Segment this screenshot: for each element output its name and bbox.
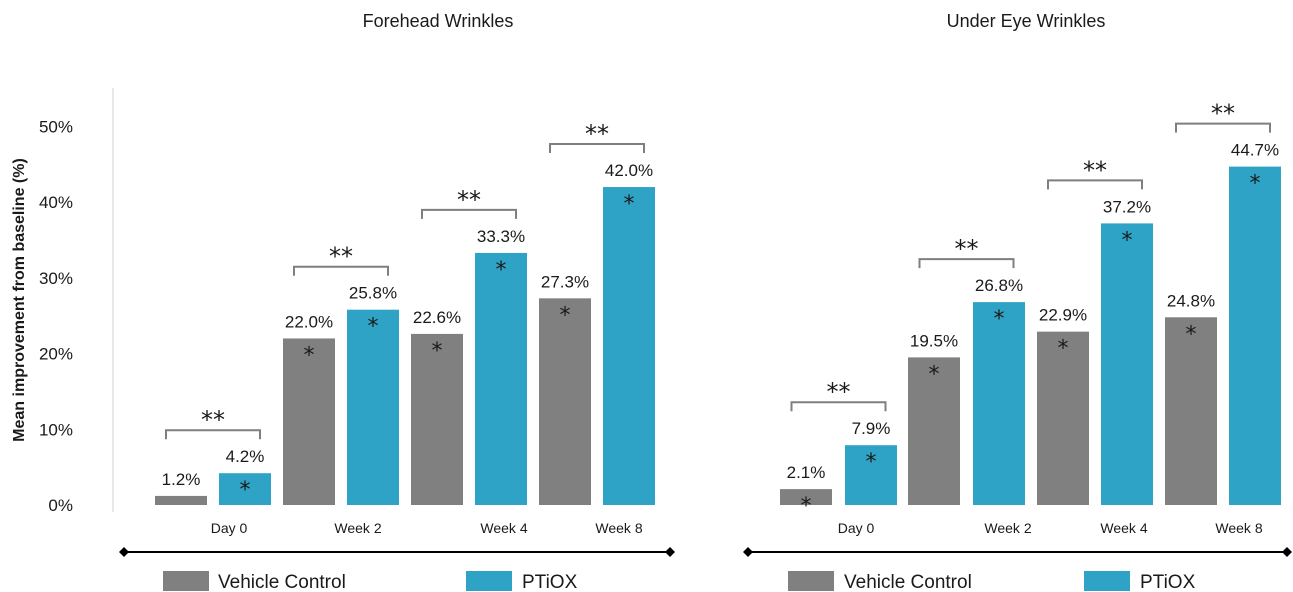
bar-vehicle [1165,317,1217,505]
data-label: 37.2% [1103,197,1151,216]
data-label: 2.1% [787,463,826,482]
bar-vehicle [780,489,832,505]
data-label: 19.5% [910,331,958,350]
data-label: 44.7% [1231,141,1279,160]
data-label: 25.8% [349,284,397,303]
legend-swatch-ptiox [466,571,512,591]
legend-label: Vehicle Control [844,572,972,592]
significance-star: * [801,494,812,519]
significance-marker: ** [955,235,979,263]
data-label: 26.8% [975,276,1023,295]
significance-bracket [790,401,887,412]
legend-label: PTiOX [522,572,578,592]
significance-star: * [994,307,1005,332]
bar-vehicle [155,495,207,505]
chart-title-1: Forehead Wrinkles [363,11,514,31]
significance-marker: ** [329,243,353,271]
significance-star: * [432,339,443,364]
axis-end-diamond [119,547,129,557]
x-category-label: Week 2 [334,520,381,536]
bar-vehicle [539,298,591,505]
significance-marker: ** [1083,156,1107,184]
data-label: 1.2% [162,470,201,489]
y-tick-label: 20% [39,345,73,364]
bar-vehicle [283,338,335,505]
data-label: 27.3% [541,272,589,291]
significance-star: * [496,258,507,283]
significance-bracket [1047,179,1143,190]
significance-star: * [624,192,635,217]
significance-bracket [918,258,1015,269]
data-label: 22.6% [413,308,461,327]
bar-ptiox [347,309,399,505]
significance-marker: ** [585,120,609,148]
bar-ptiox [1229,166,1281,505]
y-tick-label: 40% [39,193,73,212]
significance-star: * [1122,228,1133,253]
significance-star: * [240,478,251,503]
legend-swatch-vehicle [163,571,209,591]
data-label: 22.0% [285,312,333,331]
bar-vehicle [1037,331,1089,505]
legend-swatch-ptiox [1084,571,1130,591]
significance-bracket [293,265,389,276]
bar-vehicle [908,357,960,505]
data-label: 4.2% [226,447,265,466]
significance-star: * [560,303,571,328]
y-tick-label: 50% [39,118,73,137]
y-tick-label: 0% [48,496,73,515]
y-tick-label: 30% [39,269,73,288]
significance-star: * [1186,322,1197,347]
significance-marker: ** [201,406,225,434]
legend-swatch-vehicle [788,571,834,591]
axis-end-diamond [743,547,753,557]
significance-bracket [1175,122,1271,133]
x-category-label: Day 0 [211,520,248,536]
significance-bracket [421,208,517,219]
bar-ptiox [1101,223,1153,505]
chart-title-2: Under Eye Wrinkles [947,11,1106,31]
significance-marker: ** [827,378,851,406]
axis-end-diamond [665,547,675,557]
significance-star: * [1058,337,1069,362]
axis-end-diamond [1282,547,1292,557]
legend-label: Vehicle Control [218,572,346,592]
significance-star: * [1250,172,1261,197]
x-category-label: Day 0 [838,520,875,536]
y-tick-label: 10% [39,420,73,439]
bar-vehicle [411,333,463,505]
x-category-label: Week 2 [984,520,1031,536]
bar-ptiox [973,302,1025,505]
x-category-label: Week 4 [480,520,527,536]
data-label: 33.3% [477,227,525,246]
data-label: 7.9% [852,419,891,438]
bar-ptiox [603,187,655,505]
x-category-label: Week 8 [595,520,642,536]
significance-bracket [165,429,261,440]
significance-marker: ** [457,186,481,214]
data-label: 24.8% [1167,291,1215,310]
significance-marker: ** [1211,100,1235,128]
legend-label: PTiOX [1140,572,1196,592]
significance-bracket [549,143,645,154]
bar-ptiox [475,252,527,505]
significance-star: * [866,450,877,475]
data-label: 22.9% [1039,306,1087,325]
significance-star: * [368,315,379,340]
bar-ptiox [219,473,271,505]
y-axis-label: Mean improvement from baseline (%) [11,158,28,442]
x-category-label: Week 8 [1215,520,1262,536]
bar-ptiox [845,445,897,505]
significance-star: * [929,362,940,387]
x-category-label: Week 4 [1100,520,1147,536]
significance-star: * [304,343,315,368]
data-label: 42.0% [605,161,653,180]
